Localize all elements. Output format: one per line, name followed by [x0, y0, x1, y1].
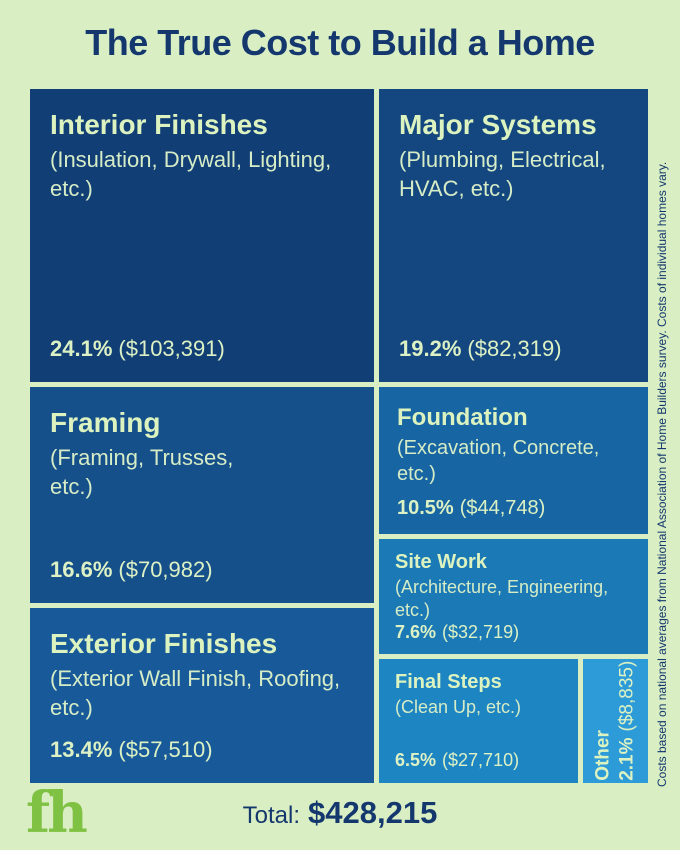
block-stat: 13.4% ($57,510): [50, 737, 354, 763]
block-amount: ($103,391): [118, 336, 225, 361]
block-percent: 6.5%: [395, 750, 437, 770]
block-amount: ($57,510): [118, 737, 213, 762]
treemap-chart: Interior Finishes (Insulation, Drywall, …: [30, 89, 648, 783]
block-stat: 10.5% ($44,748): [397, 497, 630, 520]
block-header: Final Steps (Clean Up, etc.): [395, 669, 562, 719]
family-handyman-logo: fh: [26, 780, 88, 846]
treemap-block-framing: Framing (Framing, Trusses, etc.) 16.6% ($…: [30, 387, 374, 603]
page-title: The True Cost to Build a Home: [85, 22, 595, 63]
total-line: Total: $428,215: [0, 795, 680, 831]
block-stat: 6.5% ($27,710): [395, 750, 562, 771]
block-stat: 16.6% ($70,982): [50, 557, 354, 583]
block-name: Major Systems: [399, 109, 597, 140]
block-name: Exterior Finishes: [50, 628, 278, 659]
block-stat: 2.1% ($8,835): [617, 661, 638, 781]
block-stat: 7.6% ($32,719): [395, 622, 632, 643]
block-header: Interior Finishes (Insulation, Drywall, …: [50, 107, 354, 204]
block-header: Site Work (Architecture, Engineering, et…: [395, 549, 632, 622]
treemap-block-other: Other 2.1% ($8,835): [583, 659, 648, 783]
rotated-label: Other 2.1% ($8,835): [592, 661, 640, 781]
block-percent: 10.5%: [397, 497, 454, 519]
block-name: Other: [592, 730, 614, 782]
total-label: Total:: [242, 802, 301, 829]
block-percent: 13.4%: [50, 737, 113, 762]
block-percent: 24.1%: [50, 336, 113, 361]
block-amount: ($8,835): [616, 660, 638, 732]
block-name: Final Steps: [395, 671, 502, 693]
treemap-block-foundation: Foundation (Excavation, Concrete, etc.) …: [379, 387, 648, 534]
block-detail: (Plumbing, Electrical, HVAC, etc.): [399, 147, 606, 202]
block-detail: (Clean Up, etc.): [395, 697, 522, 717]
treemap-block-major-systems: Major Systems (Plumbing, Electrical, HVA…: [379, 89, 648, 382]
block-header: Major Systems (Plumbing, Electrical, HVA…: [399, 107, 628, 204]
block-name: Framing: [50, 407, 161, 438]
block-percent: 7.6%: [395, 622, 437, 643]
block-stat: 19.2% ($82,319): [399, 336, 628, 362]
block-header: Exterior Finishes (Exterior Wall Finish,…: [50, 626, 354, 723]
block-detail: (Exterior Wall Finish, Roofing, etc.): [50, 666, 341, 721]
treemap-block-site-work: Site Work (Architecture, Engineering, et…: [379, 539, 648, 654]
block-detail: (Architecture, Engineering, etc.): [395, 577, 609, 621]
source-footnote: Costs based on national averages from Na…: [655, 161, 669, 787]
block-name: Foundation: [397, 404, 528, 431]
block-detail: (Excavation, Concrete, etc.): [397, 437, 600, 486]
block-name: Site Work: [395, 551, 487, 573]
treemap-block-interior-finishes: Interior Finishes (Insulation, Drywall, …: [30, 89, 374, 382]
block-name: Interior Finishes: [50, 109, 268, 140]
block-amount: ($44,748): [459, 497, 546, 519]
block-amount: ($27,710): [442, 750, 520, 770]
block-amount: ($70,982): [118, 557, 213, 582]
block-percent: 2.1%: [616, 737, 638, 782]
block-amount: ($32,719): [442, 622, 520, 643]
block-stat: 24.1% ($103,391): [50, 336, 354, 362]
block-header: Foundation (Excavation, Concrete, etc.): [397, 402, 630, 487]
treemap-block-exterior-finishes: Exterior Finishes (Exterior Wall Finish,…: [30, 608, 374, 783]
block-percent: 16.6%: [50, 557, 113, 582]
treemap-block-final-steps: Final Steps (Clean Up, etc.) 6.5% ($27,71…: [379, 659, 578, 783]
block-detail: (Insulation, Drywall, Lighting, etc.): [50, 147, 332, 202]
total-value: $428,215: [308, 795, 438, 830]
block-percent: 19.2%: [399, 336, 462, 361]
block-header: Framing (Framing, Trusses, etc.): [50, 405, 354, 502]
block-detail: (Framing, Trusses, etc.): [50, 445, 234, 500]
block-amount: ($82,319): [467, 336, 562, 361]
